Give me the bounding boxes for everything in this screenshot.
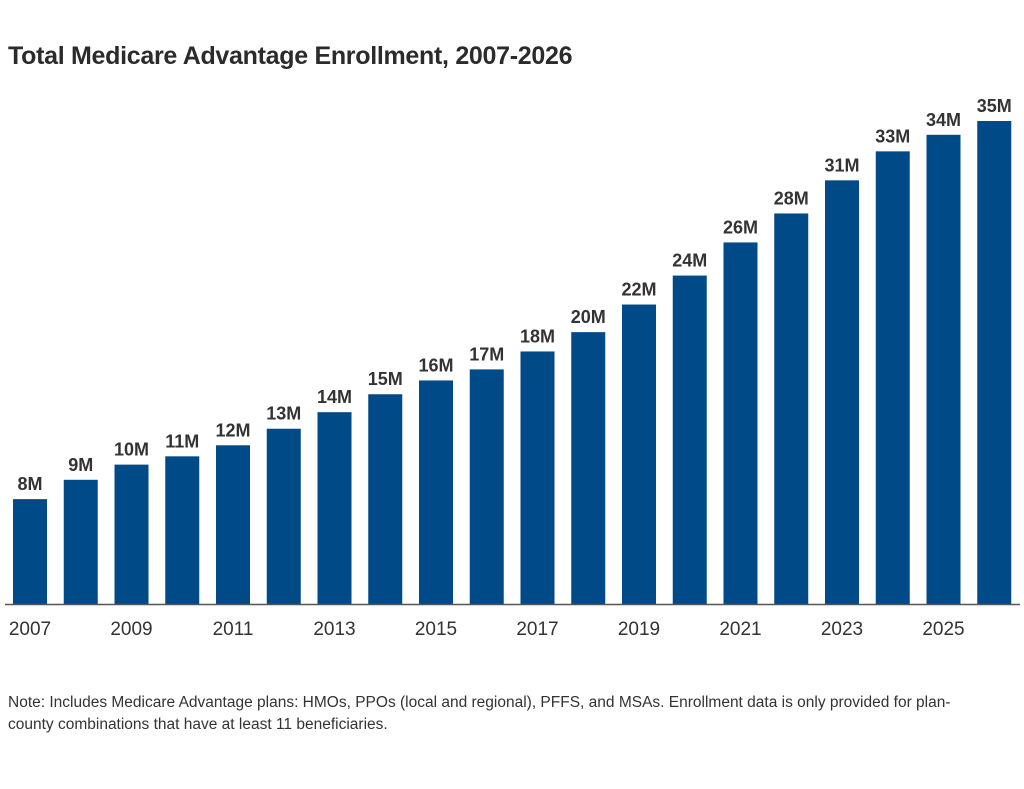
data-label-2015: 16M bbox=[418, 355, 453, 375]
data-label-2016: 17M bbox=[469, 344, 504, 364]
x-tick-label-2011: 2011 bbox=[213, 619, 254, 640]
bar-2009 bbox=[114, 464, 149, 604]
x-tick-label-2021: 2021 bbox=[719, 619, 761, 640]
x-tick-label-2019: 2019 bbox=[618, 619, 660, 640]
x-tick-label-2015: 2015 bbox=[415, 619, 457, 640]
data-label-2020: 24M bbox=[672, 251, 707, 271]
bar-2026 bbox=[977, 121, 1012, 604]
data-label-2008: 9M bbox=[68, 455, 93, 475]
data-label-2023: 31M bbox=[824, 155, 859, 175]
bar-chart: 8M 9M 10M 11M 12M 13M 14M 15M 16M 17M 18M 20M 22M 24M… bbox=[5, 96, 1020, 640]
bar-2024 bbox=[875, 151, 910, 605]
x-tick-label-2009: 2009 bbox=[110, 619, 152, 640]
bar-2014 bbox=[368, 394, 403, 604]
data-label-2011: 12M bbox=[215, 420, 250, 440]
x-tick-label-2007: 2007 bbox=[9, 619, 51, 640]
chart-note: Note: Includes Medicare Advantage plans:… bbox=[8, 694, 951, 733]
x-tick-label-2023: 2023 bbox=[821, 619, 863, 640]
bar-2007 bbox=[13, 499, 47, 604]
bar-2018 bbox=[571, 332, 606, 604]
data-label-2024: 33M bbox=[875, 126, 910, 146]
x-tick-label-2017: 2017 bbox=[516, 619, 558, 640]
bar-2013 bbox=[317, 412, 352, 604]
bar-2025 bbox=[926, 134, 961, 605]
x-tick-label-2013: 2013 bbox=[313, 619, 355, 640]
data-label-2014: 15M bbox=[368, 369, 403, 389]
bar-2019 bbox=[622, 304, 656, 604]
bar-2012 bbox=[266, 428, 301, 604]
data-label-2021: 26M bbox=[723, 217, 758, 237]
bar-2023 bbox=[825, 180, 859, 604]
data-label-2019: 22M bbox=[621, 280, 656, 300]
bar-2008 bbox=[63, 479, 98, 604]
data-label-2009: 10M bbox=[114, 440, 149, 460]
bar-2010 bbox=[165, 456, 200, 604]
bar-2015 bbox=[419, 380, 453, 604]
data-label-2017: 18M bbox=[520, 326, 555, 346]
bar-2016 bbox=[469, 369, 504, 604]
chart-title: Total Medicare Advantage Enrollment, 200… bbox=[8, 42, 573, 70]
data-label-2018: 20M bbox=[571, 307, 606, 327]
bar-2021 bbox=[723, 242, 758, 604]
data-label-2010: 11M bbox=[165, 431, 199, 451]
data-label-2022: 28M bbox=[774, 188, 809, 208]
data-label-2013: 14M bbox=[317, 387, 352, 407]
data-label-2026: 35M bbox=[977, 96, 1012, 116]
data-label-2007: 8M bbox=[17, 474, 42, 494]
bar-2022 bbox=[774, 213, 809, 604]
bar-2011 bbox=[216, 445, 250, 604]
bar-2017 bbox=[520, 351, 555, 604]
data-label-2025: 34M bbox=[926, 110, 961, 130]
data-label-2012: 13M bbox=[266, 404, 301, 424]
bar-2020 bbox=[672, 275, 707, 604]
x-tick-label-2025: 2025 bbox=[922, 619, 964, 640]
